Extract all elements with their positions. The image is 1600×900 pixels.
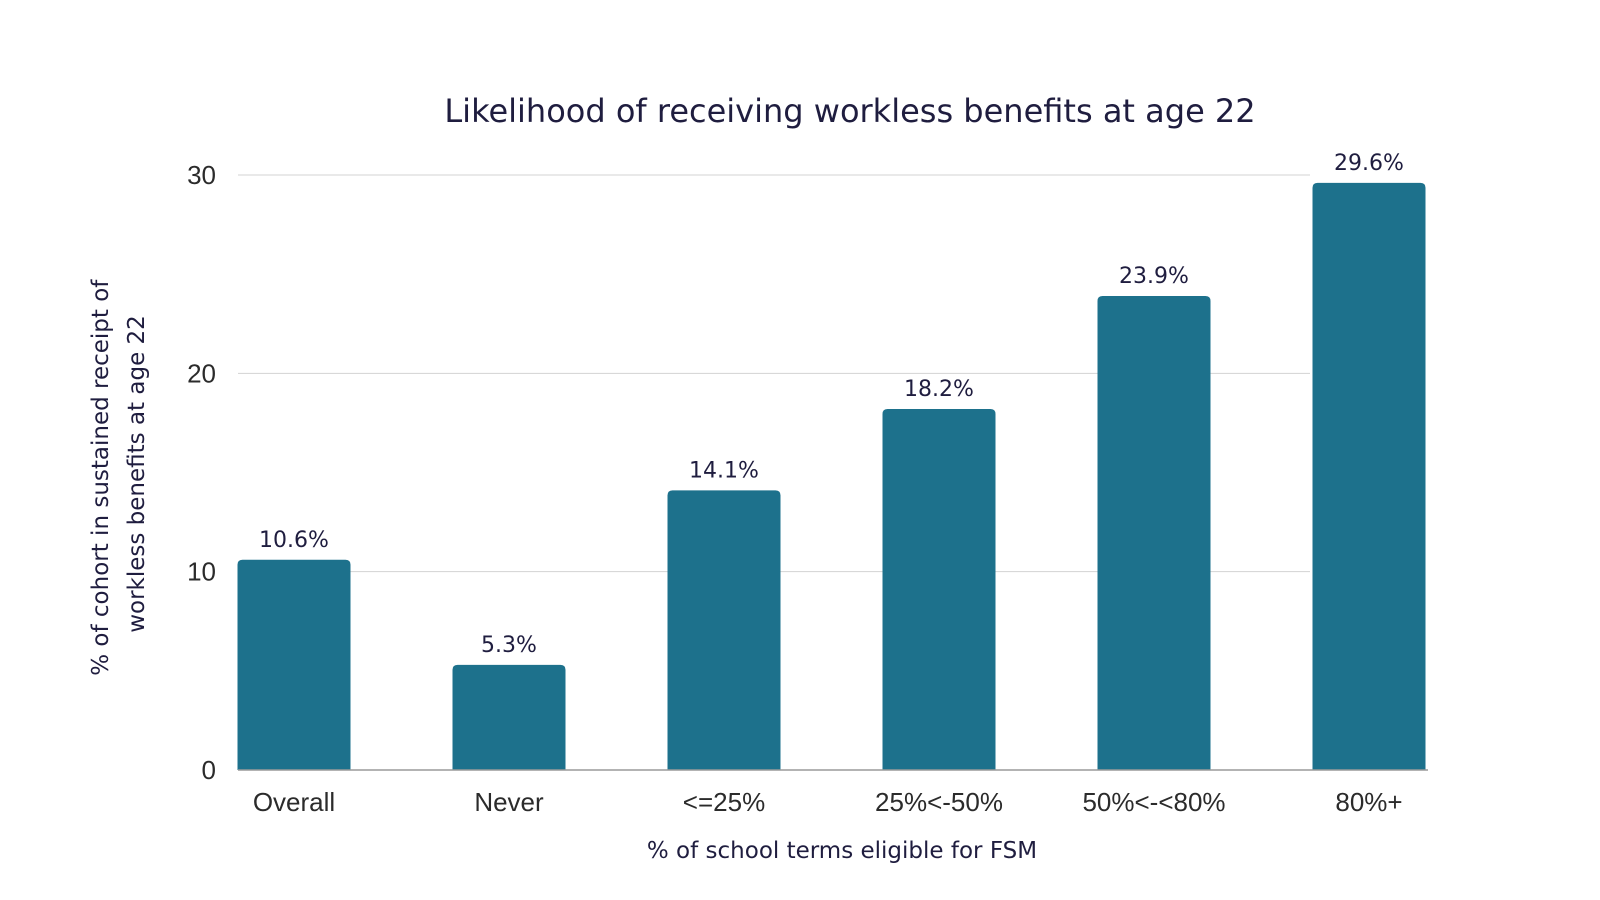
y-tick-label: 10	[187, 557, 216, 587]
x-tick-label: <=25%	[683, 787, 765, 817]
x-tick-label: Overall	[253, 787, 335, 817]
y-axis-title-line-2: workless benefits at age 22	[124, 315, 150, 633]
data-label: 18.2%	[904, 377, 974, 402]
y-tick-label: 30	[187, 160, 216, 190]
y-tick-label: 20	[187, 358, 216, 388]
x-tick-label: 50%<-<80%	[1082, 787, 1225, 817]
bar	[1312, 182, 1426, 770]
y-axis-ticks: 0 10 20 30	[187, 160, 216, 785]
x-tick-label: 80%+	[1335, 787, 1402, 817]
bar	[667, 490, 781, 770]
bar	[237, 559, 351, 770]
bar	[882, 409, 996, 770]
data-label: 29.6%	[1334, 151, 1404, 176]
x-axis-title: % of school terms eligible for FSM	[647, 838, 1037, 864]
data-label: 23.9%	[1119, 264, 1189, 289]
y-axis-title: % of cohort in sustained receipt of work…	[88, 272, 150, 675]
data-label: 5.3%	[481, 633, 537, 658]
data-label: 14.1%	[689, 458, 759, 483]
chart-title: Likelihood of receiving workless benefit…	[444, 92, 1255, 130]
data-label: 10.6%	[259, 528, 329, 553]
x-tick-label: Never	[474, 787, 544, 817]
x-axis-ticks: Overall Never <=25% 25%<-50% 50%<-<80% 80%+	[253, 787, 1403, 817]
y-axis-title-line-1: % of cohort in sustained receipt of	[88, 279, 114, 676]
bars	[237, 182, 1426, 770]
x-tick-label: 25%<-50%	[875, 787, 1003, 817]
bar	[452, 664, 566, 770]
bar	[1097, 295, 1211, 770]
data-labels: 10.6% 5.3% 14.1% 18.2% 23.9% 29.6%	[259, 151, 1404, 658]
y-tick-label: 0	[202, 755, 216, 785]
